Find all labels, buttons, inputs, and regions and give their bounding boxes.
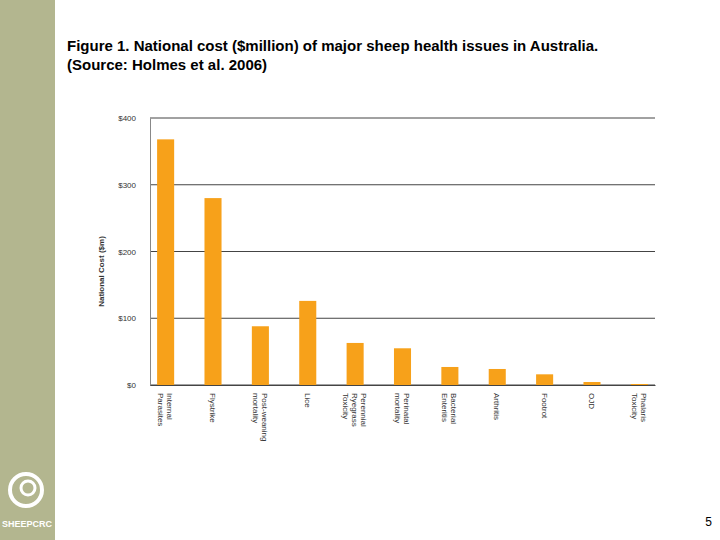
x-tick-label: Lice [303,393,312,408]
y-tick: $200 [118,248,150,257]
bar [299,301,316,385]
logo-swirl [21,481,35,495]
bar [252,326,269,385]
logo: SHEEPCRC [2,474,53,529]
bar [394,348,411,385]
y-tick: $300 [118,181,150,190]
y-axis-line [150,119,151,386]
x-tick: Footrot [540,385,549,419]
y-tick: $400 [118,114,150,123]
logo-text: SHEEPCRC [2,519,53,529]
y-axis: $0 $100 $200 $300 $400 [118,114,150,390]
x-tick-label: BacterialEnteritis [440,393,458,424]
bar [204,198,221,385]
bar [631,384,648,385]
page-number: 5 [705,515,712,529]
x-tick-label: Footrot [540,393,549,419]
x-tick: PerennialRyegrassToxicity [341,385,368,427]
x-tick: PhalarisToxicity [630,385,648,422]
x-tick: Perinatalmortality [393,385,411,425]
logo-ring [10,474,42,506]
x-tick: Arthritis [492,385,501,420]
bar [347,343,364,385]
grid-line [150,118,655,119]
grid-line [150,184,655,185]
y-tick-label: $400 [118,114,136,123]
x-tick: Lice [303,385,312,408]
x-tick-label: InternalParasites [156,393,174,426]
x-tick-label: Post-weaningmortality [251,393,269,441]
x-tick-label: OJD [587,393,596,409]
x-tick: BacterialEnteritis [440,385,458,424]
bar [489,369,506,385]
x-tick: Post-weaningmortality [251,385,269,441]
x-axis: InternalParasites Flystrike Post-weaningmo… [151,385,656,441]
x-tick: OJD [587,385,596,409]
slide: SHEEPCRC 5 Figure 1. National cost ($milli… [0,0,720,540]
grid-line [150,318,655,319]
bars [157,139,648,385]
y-tick: $100 [118,314,150,323]
y-tick-label: $200 [118,248,136,257]
y-axis-title: National Cost ($m) [97,236,106,307]
y-tick-label: $100 [118,314,136,323]
bar [441,367,458,385]
bar [583,382,600,385]
x-axis-line [151,385,656,386]
x-tick-label: PerennialRyegrassToxicity [341,393,368,427]
grid [150,118,655,385]
bar [536,374,553,385]
x-tick-label: Flystrike [208,393,217,423]
y-tick: $0 [127,381,150,390]
x-tick: Flystrike [208,385,217,423]
grid-line [150,251,655,252]
y-tick-label: $0 [127,381,136,390]
x-tick-label: Arthritis [492,393,501,420]
chart-title: Figure 1. National cost ($million) of ma… [67,37,598,73]
x-tick: InternalParasites [156,385,174,426]
x-tick-label: Perinatalmortality [393,393,411,425]
y-tick-label: $300 [118,181,136,190]
sidebar [0,0,55,540]
bar [157,139,174,385]
x-tick-label: PhalarisToxicity [630,393,648,422]
